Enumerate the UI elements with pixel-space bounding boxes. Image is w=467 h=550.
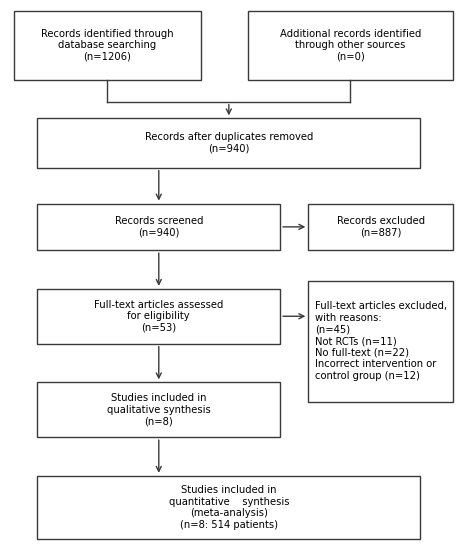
- FancyBboxPatch shape: [37, 382, 280, 437]
- Text: Records screened
(n=940): Records screened (n=940): [114, 216, 203, 238]
- Text: Records after duplicates removed
(n=940): Records after duplicates removed (n=940): [145, 132, 313, 154]
- FancyBboxPatch shape: [37, 118, 420, 168]
- FancyBboxPatch shape: [37, 476, 420, 539]
- FancyBboxPatch shape: [14, 11, 201, 80]
- Text: Studies included in
quantitative    synthesis
(meta-analysis)
(n=8: 514 patients: Studies included in quantitative synthes…: [169, 485, 289, 530]
- Text: Studies included in
qualitative synthesis
(n=8): Studies included in qualitative synthesi…: [107, 393, 211, 426]
- Text: Full-text articles assessed
for eligibility
(n=53): Full-text articles assessed for eligibil…: [94, 300, 224, 333]
- Text: Records excluded
(n=887): Records excluded (n=887): [337, 216, 425, 238]
- Text: Records identified through
database searching
(n=1206): Records identified through database sear…: [41, 29, 174, 62]
- FancyBboxPatch shape: [308, 280, 453, 402]
- FancyBboxPatch shape: [248, 11, 453, 80]
- FancyBboxPatch shape: [308, 204, 453, 250]
- FancyBboxPatch shape: [37, 289, 280, 344]
- FancyBboxPatch shape: [37, 204, 280, 250]
- Text: Additional records identified
through other sources
(n=0): Additional records identified through ot…: [280, 29, 421, 62]
- Text: Full-text articles excluded,
with reasons:
(n=45)
Not RCTs (n=11)
No full-text (: Full-text articles excluded, with reason…: [315, 301, 447, 381]
